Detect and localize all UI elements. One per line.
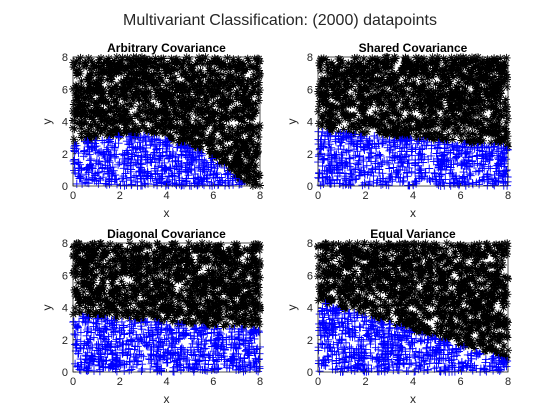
- x-tick-label: 4: [163, 376, 169, 388]
- x-tick-label: 2: [117, 376, 123, 388]
- y-tick-label: 4: [62, 303, 68, 315]
- y-axis-label: y: [40, 305, 54, 311]
- x-tick-label: 6: [457, 190, 463, 202]
- series-class-a-points: [69, 239, 264, 334]
- y-tick-label: 8: [62, 52, 68, 64]
- y-tick-label: 4: [307, 303, 313, 315]
- x-tick-label: 8: [505, 190, 511, 202]
- y-axis-label: y: [40, 119, 54, 125]
- y-tick-label: 8: [307, 238, 313, 250]
- subplot-title: Shared Covariance: [359, 41, 468, 55]
- scatter-points: [314, 239, 512, 376]
- x-tick-label: 6: [210, 376, 216, 388]
- x-axis-label: x: [410, 206, 416, 220]
- subplot-title: Equal Variance: [370, 227, 456, 241]
- series-class-a-points: [69, 53, 264, 190]
- series-class-b-points: [69, 312, 264, 376]
- subplot-3: 0 2 4 6 8 0 2 4 6 8 x y Diagonal Covariance: [40, 227, 264, 406]
- y-tick-label: 6: [307, 270, 313, 282]
- subplot-grid: 0 2 4 6 8 0 2 4 6 8 x y Arbitrary Covariance 0 2 4 6 8 0 2 4…: [40, 41, 512, 406]
- x-tick-label: 0: [315, 376, 321, 388]
- y-axis-label: y: [285, 119, 299, 125]
- subplot-1: 0 2 4 6 8 0 2 4 6 8 x y Arbitrary Covariance: [40, 41, 264, 220]
- x-tick-label: 6: [210, 190, 216, 202]
- y-tick-label: 0: [307, 367, 313, 379]
- x-tick-label: 0: [70, 190, 76, 202]
- figure-title: Multivariant Classification: (2000) data…: [123, 12, 437, 29]
- y-tick-label: 0: [62, 181, 68, 193]
- y-tick-label: 8: [307, 52, 313, 64]
- x-tick-label: 0: [315, 190, 321, 202]
- x-tick-label: 8: [257, 376, 263, 388]
- x-axis-label: x: [164, 206, 170, 220]
- series-class-a-points: [314, 53, 512, 151]
- y-tick-label: 2: [307, 149, 313, 161]
- y-tick-label: 2: [62, 149, 68, 161]
- y-tick-label: 0: [62, 367, 68, 379]
- scatter-points: [314, 53, 512, 190]
- y-axis-label: y: [285, 305, 299, 311]
- y-tick-label: 8: [62, 238, 68, 250]
- x-tick-label: 2: [117, 190, 123, 202]
- x-axis-label: x: [164, 392, 170, 406]
- y-tick-label: 6: [62, 84, 68, 96]
- y-tick-label: 0: [307, 181, 313, 193]
- x-tick-label: 2: [362, 190, 368, 202]
- subplot-2: 0 2 4 6 8 0 2 4 6 8 x y Shared Covariance: [285, 41, 512, 220]
- subplot-4: 0 2 4 6 8 0 2 4 6 8 x y Equal Variance: [285, 227, 512, 406]
- scatter-points: [69, 239, 264, 376]
- x-tick-label: 6: [457, 376, 463, 388]
- x-tick-label: 4: [410, 376, 416, 388]
- subplot-title: Arbitrary Covariance: [107, 41, 226, 55]
- x-tick-label: 8: [505, 376, 511, 388]
- y-tick-label: 6: [307, 84, 313, 96]
- x-tick-label: 0: [70, 376, 76, 388]
- series-class-b-points: [69, 132, 246, 190]
- x-tick-label: 8: [257, 190, 263, 202]
- y-tick-label: 4: [62, 117, 68, 129]
- x-tick-label: 4: [163, 190, 169, 202]
- y-tick-label: 2: [307, 335, 313, 347]
- y-tick-label: 6: [62, 270, 68, 282]
- y-tick-label: 4: [307, 117, 313, 129]
- x-tick-label: 2: [362, 376, 368, 388]
- series-class-a-points: [314, 239, 512, 363]
- y-tick-label: 2: [62, 335, 68, 347]
- scatter-points: [69, 53, 264, 190]
- series-class-b-points: [314, 127, 512, 190]
- x-axis-label: x: [410, 392, 416, 406]
- x-tick-label: 4: [410, 190, 416, 202]
- subplot-title: Diagonal Covariance: [107, 227, 226, 241]
